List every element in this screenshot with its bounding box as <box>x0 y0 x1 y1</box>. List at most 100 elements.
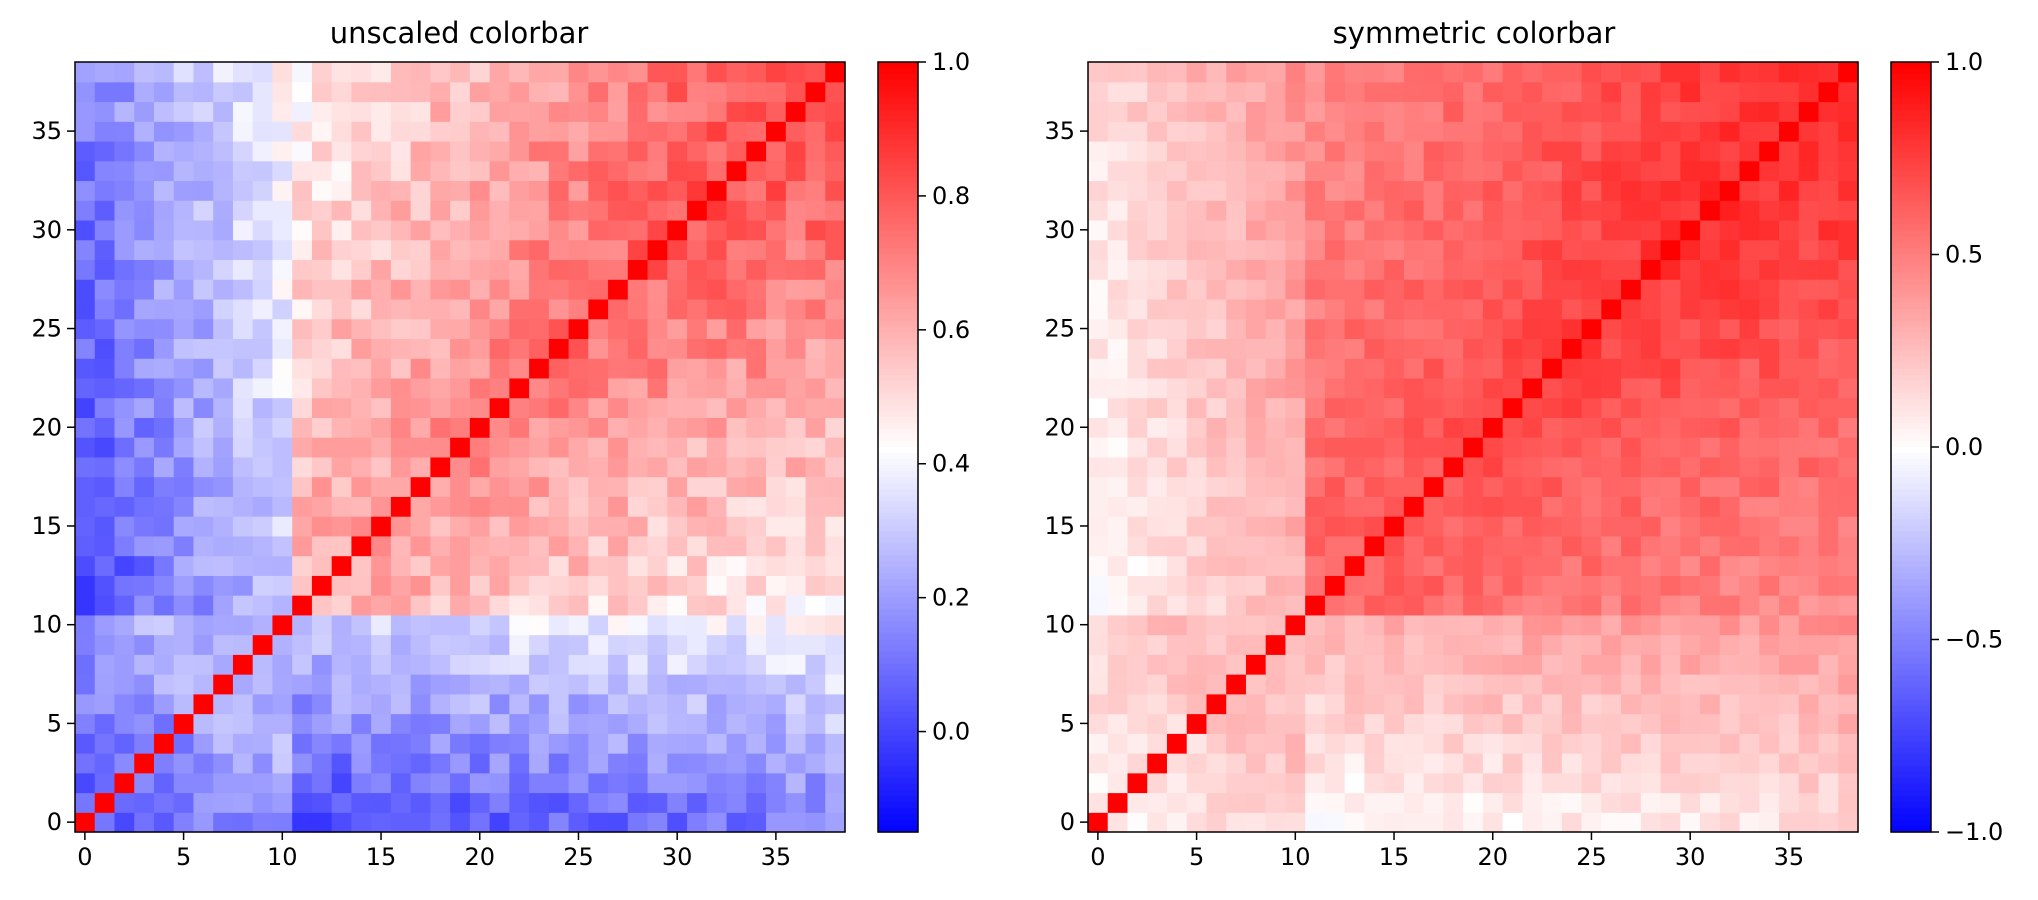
heatmap-cell <box>1443 239 1464 261</box>
heatmap-cell <box>1818 733 1839 754</box>
heatmap-cell <box>1463 456 1484 478</box>
heatmap-cell <box>371 279 392 300</box>
heatmap-cell <box>627 713 649 734</box>
colorbar-segment <box>1891 350 1931 358</box>
heatmap-cell <box>1818 160 1839 182</box>
colorbar-segment <box>878 597 918 605</box>
heatmap-cell <box>489 792 510 813</box>
heatmap-cell <box>1542 535 1563 557</box>
heatmap-cell <box>153 575 175 596</box>
heatmap-cell <box>1226 279 1247 300</box>
heatmap-cell <box>1305 417 1326 438</box>
colorbar-segment <box>1891 272 1931 280</box>
heatmap-cell <box>450 358 471 379</box>
heatmap-cell <box>1601 654 1622 675</box>
heatmap-cell <box>1226 62 1247 83</box>
heatmap-cell <box>766 555 787 576</box>
heatmap-cell <box>687 180 708 201</box>
heatmap-cell <box>1423 674 1444 695</box>
heatmap-cell <box>1088 397 1109 418</box>
heatmap-cell <box>1088 279 1109 300</box>
heatmap-cell <box>1838 634 1859 655</box>
heatmap-cell <box>1759 614 1780 636</box>
heatmap-cell <box>469 674 491 695</box>
heatmap-cell <box>706 595 728 616</box>
heatmap-cell <box>134 733 155 754</box>
heatmap-cell <box>1561 279 1583 300</box>
heatmap-cell <box>1166 555 1188 576</box>
heatmap-cell <box>706 772 728 794</box>
heatmap-cell <box>687 160 708 182</box>
heatmap-cell <box>805 62 826 83</box>
heatmap-cell <box>351 160 372 182</box>
heatmap-cell <box>1838 792 1859 813</box>
heatmap-cell <box>410 121 431 142</box>
heatmap-cell <box>825 654 846 675</box>
colorbar-segment <box>1891 110 1931 117</box>
colorbar-segment <box>878 242 918 250</box>
heatmap-cell <box>1245 693 1267 715</box>
heatmap-cell <box>667 358 688 379</box>
heatmap-cell <box>1700 140 1721 162</box>
heatmap-cell <box>1364 733 1385 754</box>
heatmap-cell <box>331 298 353 320</box>
heatmap-cell <box>410 516 431 537</box>
heatmap-cell <box>1838 219 1859 241</box>
heatmap-cell <box>1798 338 1820 359</box>
heatmap-cell <box>1838 772 1859 794</box>
heatmap-cell <box>1107 298 1129 320</box>
heatmap-cell <box>1127 417 1148 438</box>
heatmap-cell <box>1285 575 1306 596</box>
heatmap-cell <box>75 338 96 359</box>
heatmap-cell <box>1581 733 1602 754</box>
heatmap-cell <box>1601 575 1622 596</box>
heatmap-cell <box>667 62 688 83</box>
heatmap-cell <box>450 338 471 359</box>
heatmap-cell <box>1621 792 1642 813</box>
heatmap-cell <box>805 575 826 596</box>
heatmap-cell <box>1601 318 1622 340</box>
heatmap-cell <box>1561 180 1583 201</box>
heatmap-cell <box>75 298 96 320</box>
heatmap-cell <box>647 812 668 833</box>
heatmap-cell <box>430 812 451 833</box>
heatmap-cell <box>805 713 826 734</box>
heatmap-cell <box>805 121 826 142</box>
heatmap-cell <box>272 180 293 201</box>
heatmap-cell <box>1739 140 1760 162</box>
heatmap-cell <box>548 634 570 655</box>
heatmap-cell <box>292 397 313 418</box>
heatmap-cell <box>1660 516 1681 537</box>
heatmap-cell <box>272 634 293 655</box>
heatmap-cell <box>469 377 491 399</box>
heatmap-cell <box>1305 259 1326 280</box>
colorbar-segment <box>1891 140 1931 147</box>
heatmap-cell <box>766 397 787 418</box>
heatmap-cell <box>252 259 274 280</box>
heatmap-cell <box>1364 81 1385 103</box>
heatmap-cell <box>1364 516 1385 537</box>
heatmap-cell <box>568 516 589 537</box>
heatmap-cell <box>1719 812 1741 833</box>
heatmap-cell <box>1680 713 1701 734</box>
heatmap-cell <box>1640 298 1662 320</box>
heatmap-cell <box>1700 219 1721 241</box>
x-axis: 0 5 10 15 20 25 30 35 <box>77 832 791 871</box>
y-tick-label: 15 <box>1044 512 1075 540</box>
heatmap-cell <box>1463 160 1484 182</box>
heatmap-cell <box>1107 555 1129 576</box>
heatmap-cell <box>1482 713 1504 734</box>
heatmap-cell <box>1226 733 1247 754</box>
colorbar-segment <box>1891 627 1931 635</box>
heatmap-cell <box>687 397 708 418</box>
heatmap-cell <box>1265 516 1287 537</box>
heatmap-cell <box>1779 456 1800 478</box>
heatmap-cell <box>75 397 96 418</box>
heatmap-cell <box>1186 456 1208 478</box>
heatmap-cell <box>726 595 747 616</box>
heatmap-cell <box>1384 595 1405 616</box>
colorbar-segment <box>878 819 918 827</box>
heatmap-cell <box>173 140 195 162</box>
heatmap-cell <box>1522 713 1543 734</box>
heatmap-cell <box>430 160 451 182</box>
